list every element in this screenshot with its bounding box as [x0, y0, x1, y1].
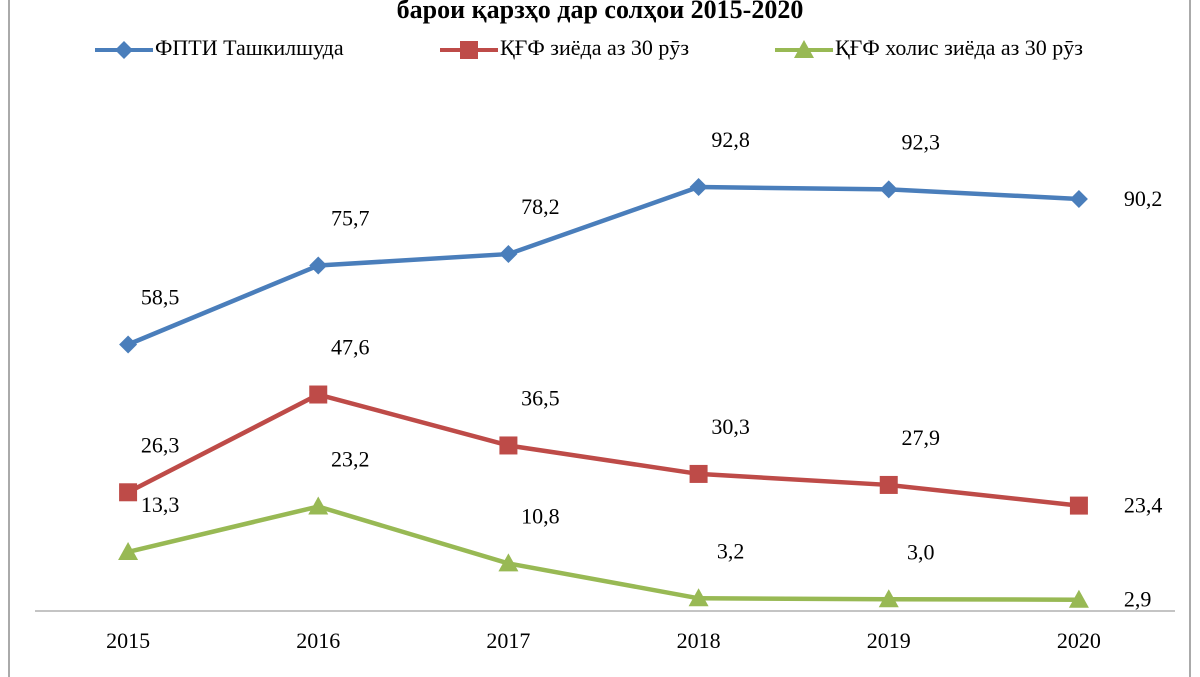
point [688, 588, 709, 607]
point [1068, 589, 1089, 608]
x-tick-label: 2017 [486, 628, 530, 653]
point [499, 245, 518, 264]
point [689, 464, 708, 483]
data-label: 26,3 [141, 432, 180, 457]
series-line [127, 184, 1080, 347]
legend-label: ҚҒФ зиёда аз 30 рӯз [500, 35, 689, 60]
data-label: 23,4 [1124, 493, 1163, 518]
x-tick-label: 2018 [677, 628, 721, 653]
point [879, 180, 898, 199]
point [878, 589, 899, 608]
point [308, 496, 329, 515]
data-label: 2,9 [1124, 587, 1152, 612]
legend-marker [794, 40, 814, 58]
data-label: 75,7 [331, 206, 370, 231]
point [119, 483, 138, 502]
legend-label: ФПТИ Ташкилшуда [155, 35, 344, 60]
data-label: 92,3 [902, 129, 941, 154]
legend-label: ҚҒФ холис зиёда аз 30 рӯз [835, 35, 1083, 60]
data-label: 10,8 [521, 503, 560, 528]
point [1069, 496, 1088, 515]
data-label: 58,5 [141, 285, 180, 310]
legend-marker [460, 41, 478, 59]
series-line [127, 504, 1079, 602]
series-line [127, 392, 1080, 508]
data-label: 90,2 [1124, 186, 1163, 211]
point [879, 475, 898, 494]
data-label: 36,5 [521, 386, 560, 411]
chart-title: барои қарзҳо дар солҳои 2015-2020 [397, 0, 804, 24]
data-label: 3,0 [907, 539, 935, 564]
x-tick-label: 2016 [296, 628, 340, 653]
data-label: 78,2 [521, 194, 560, 219]
point [1069, 189, 1088, 208]
chart-border [8, 0, 1191, 677]
data-label: 3,2 [717, 538, 745, 563]
point [118, 541, 139, 560]
point [498, 553, 519, 572]
data-label: 27,9 [902, 425, 941, 450]
x-tick-label: 2015 [106, 628, 150, 653]
point [309, 256, 328, 275]
data-label: 92,8 [711, 127, 750, 152]
x-tick-label: 2019 [867, 628, 911, 653]
point [309, 385, 328, 404]
point [119, 335, 138, 354]
x-tick-label: 2020 [1057, 628, 1101, 653]
data-label: 23,2 [331, 447, 370, 472]
point [689, 178, 708, 197]
data-label: 30,3 [711, 414, 750, 439]
point [499, 436, 518, 455]
data-label: 13,3 [141, 492, 180, 517]
legend-marker [115, 41, 133, 59]
data-label: 47,6 [331, 335, 370, 360]
